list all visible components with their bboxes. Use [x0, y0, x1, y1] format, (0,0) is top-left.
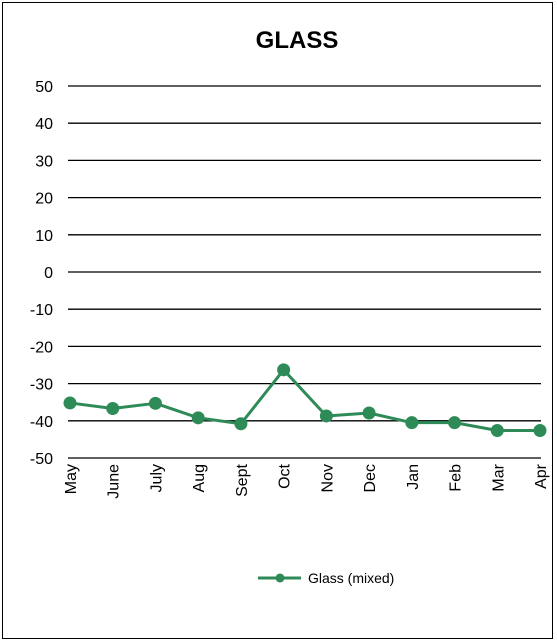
y-tick-label: 20	[35, 191, 53, 208]
y-axis-tick-labels: 50 40 30 20 10 0 -10 -20 -30 -40 -50	[30, 79, 53, 468]
y-tick-label: 10	[35, 228, 53, 245]
x-axis-tick-labels: May June July Aug Sept Oct Nov Dec Jan Feb Mar Apr	[63, 463, 550, 498]
y-tick-label: 40	[35, 116, 53, 133]
y-tick-label: -50	[30, 451, 53, 468]
x-tick-label: Nov	[319, 464, 336, 492]
legend-swatch-marker	[275, 573, 285, 583]
y-tick-label: 0	[44, 265, 53, 282]
data-point	[405, 416, 419, 430]
data-point	[277, 363, 291, 377]
data-point	[362, 406, 376, 420]
legend-label: Glass (mixed)	[308, 570, 394, 586]
x-tick-label: Feb	[448, 464, 465, 492]
y-tick-label: -30	[30, 377, 53, 394]
x-tick-label: July	[148, 464, 165, 492]
y-tick-label: -40	[30, 414, 53, 431]
chart-title: GLASS	[256, 27, 339, 54]
data-point	[191, 411, 205, 425]
x-tick-label: June	[106, 464, 123, 499]
x-tick-label: May	[63, 464, 80, 494]
x-tick-label: Aug	[191, 464, 208, 492]
y-tick-label: -20	[30, 339, 53, 356]
y-tick-label: -10	[30, 302, 53, 319]
data-point	[319, 409, 333, 423]
gridlines	[68, 85, 541, 459]
data-point	[106, 402, 120, 416]
x-tick-label: Dec	[362, 464, 379, 492]
data-point	[533, 423, 547, 437]
data-point	[448, 416, 462, 430]
x-tick-label: Apr	[533, 463, 550, 489]
legend: Glass (mixed)	[258, 570, 394, 586]
y-tick-label: 50	[35, 79, 53, 96]
series-glass-mixed	[63, 363, 547, 437]
x-tick-label: Jan	[405, 464, 422, 490]
data-point	[490, 423, 504, 437]
series-line	[69, 368, 540, 432]
x-tick-label: Oct	[277, 463, 294, 488]
x-tick-label: Mar	[490, 463, 507, 491]
data-point	[234, 417, 248, 431]
data-point	[63, 396, 77, 410]
data-point	[148, 396, 162, 410]
y-tick-label: 30	[35, 153, 53, 170]
x-tick-label: Sept	[234, 463, 251, 496]
